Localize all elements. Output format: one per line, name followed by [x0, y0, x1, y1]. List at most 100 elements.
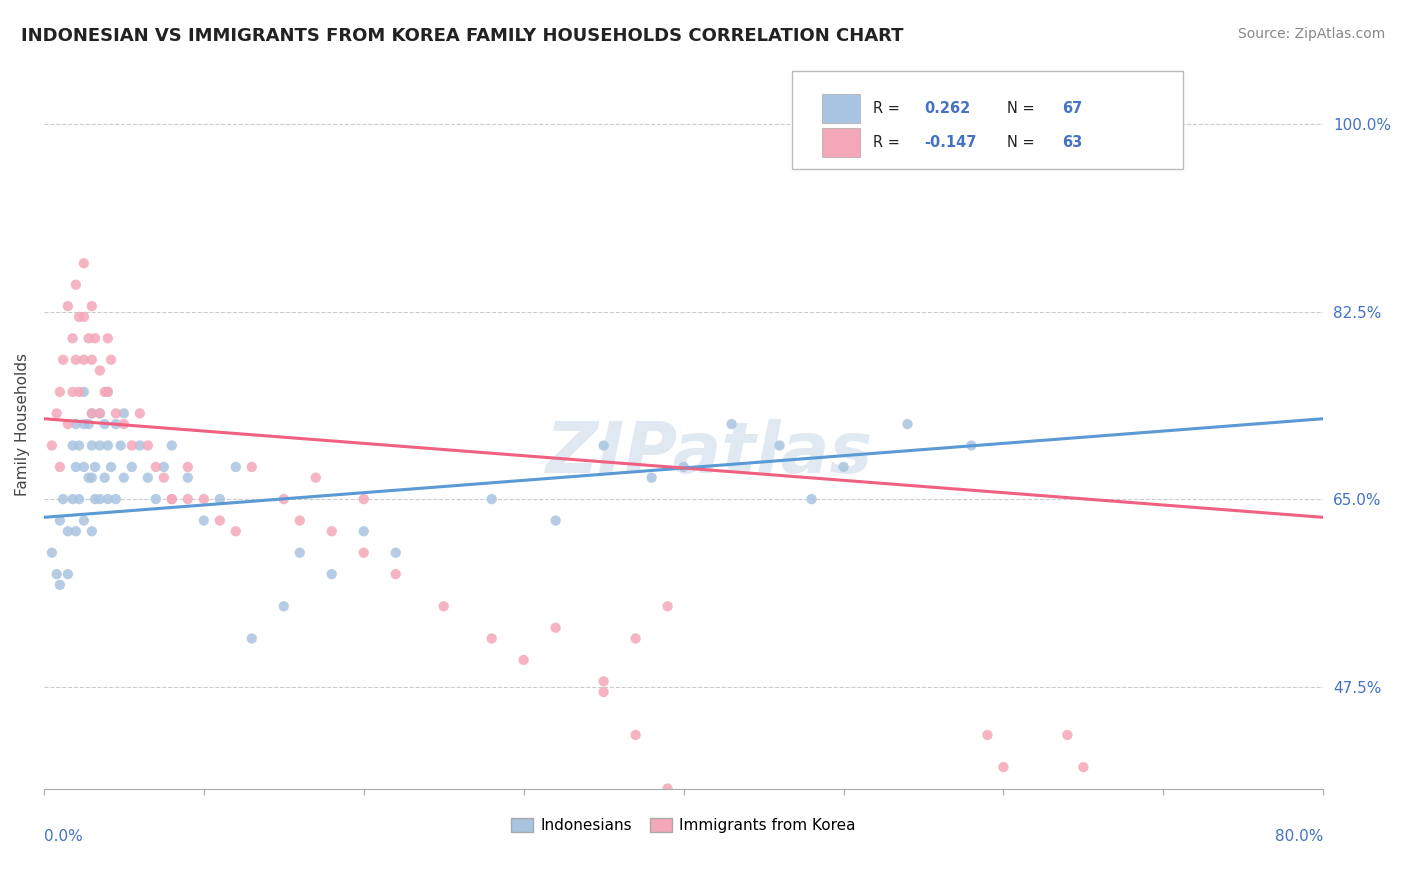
- Text: R =: R =: [873, 135, 904, 150]
- Point: [160, 492, 183, 507]
- Point: [273, 492, 295, 507]
- Point: [640, 471, 662, 485]
- Point: [84, 459, 107, 474]
- Point: [121, 438, 143, 452]
- Point: [80, 352, 103, 367]
- Point: [77, 331, 100, 345]
- Point: [65, 459, 87, 474]
- Point: [73, 256, 96, 270]
- Point: [104, 417, 127, 431]
- Point: [56, 299, 79, 313]
- Point: [77, 417, 100, 431]
- Point: [544, 621, 567, 635]
- Point: [512, 653, 534, 667]
- Point: [177, 471, 200, 485]
- Point: [80, 524, 103, 539]
- Point: [67, 384, 90, 399]
- Point: [49, 578, 72, 592]
- Point: [65, 524, 87, 539]
- Point: [80, 406, 103, 420]
- Point: [65, 277, 87, 292]
- Point: [993, 760, 1015, 774]
- Point: [240, 459, 263, 474]
- Point: [145, 492, 167, 507]
- Point: [672, 459, 695, 474]
- Point: [89, 438, 111, 452]
- Point: [305, 471, 328, 485]
- Text: 67: 67: [1063, 102, 1083, 116]
- Point: [67, 492, 90, 507]
- Point: [97, 384, 120, 399]
- Y-axis label: Family Households: Family Households: [15, 352, 30, 496]
- Point: [100, 459, 122, 474]
- Point: [97, 492, 120, 507]
- Point: [153, 471, 176, 485]
- Point: [208, 514, 231, 528]
- Text: 0.262: 0.262: [924, 102, 970, 116]
- Point: [800, 492, 823, 507]
- Point: [84, 331, 107, 345]
- Point: [52, 492, 75, 507]
- Point: [121, 459, 143, 474]
- Text: INDONESIAN VS IMMIGRANTS FROM KOREA FAMILY HOUSEHOLDS CORRELATION CHART: INDONESIAN VS IMMIGRANTS FROM KOREA FAMI…: [21, 27, 904, 45]
- Point: [1056, 728, 1078, 742]
- Point: [112, 471, 135, 485]
- Point: [288, 514, 311, 528]
- Point: [768, 438, 790, 452]
- Point: [128, 406, 150, 420]
- Text: N =: N =: [1007, 135, 1039, 150]
- Point: [56, 524, 79, 539]
- Point: [104, 406, 127, 420]
- Text: 63: 63: [1063, 135, 1083, 150]
- Point: [1073, 760, 1095, 774]
- Point: [112, 406, 135, 420]
- Text: -0.147: -0.147: [924, 135, 977, 150]
- Point: [193, 514, 215, 528]
- FancyBboxPatch shape: [793, 70, 1182, 169]
- FancyBboxPatch shape: [821, 128, 860, 157]
- Point: [49, 514, 72, 528]
- Point: [49, 384, 72, 399]
- Point: [544, 514, 567, 528]
- Point: [56, 567, 79, 582]
- Point: [657, 781, 679, 796]
- Point: [62, 492, 84, 507]
- Point: [481, 632, 503, 646]
- Point: [433, 599, 456, 614]
- Point: [49, 459, 72, 474]
- Point: [89, 406, 111, 420]
- Point: [177, 492, 200, 507]
- Point: [80, 406, 103, 420]
- Text: N =: N =: [1007, 102, 1039, 116]
- Point: [112, 417, 135, 431]
- Point: [225, 524, 247, 539]
- Text: Source: ZipAtlas.com: Source: ZipAtlas.com: [1237, 27, 1385, 41]
- Point: [832, 459, 855, 474]
- Point: [67, 310, 90, 324]
- Point: [41, 546, 63, 560]
- Point: [592, 438, 614, 452]
- Point: [145, 459, 167, 474]
- Point: [56, 417, 79, 431]
- Point: [160, 438, 183, 452]
- Point: [153, 459, 176, 474]
- Point: [136, 471, 159, 485]
- Point: [97, 331, 120, 345]
- Point: [110, 438, 132, 452]
- Point: [976, 728, 998, 742]
- Point: [89, 406, 111, 420]
- Point: [321, 524, 343, 539]
- Legend: Indonesians, Immigrants from Korea: Indonesians, Immigrants from Korea: [505, 812, 862, 839]
- Point: [73, 352, 96, 367]
- Text: R =: R =: [873, 102, 904, 116]
- Point: [657, 599, 679, 614]
- Point: [45, 567, 67, 582]
- Point: [73, 384, 96, 399]
- Point: [240, 632, 263, 646]
- Point: [592, 674, 614, 689]
- Point: [73, 417, 96, 431]
- Point: [89, 492, 111, 507]
- Point: [65, 352, 87, 367]
- Point: [353, 524, 375, 539]
- Point: [93, 471, 115, 485]
